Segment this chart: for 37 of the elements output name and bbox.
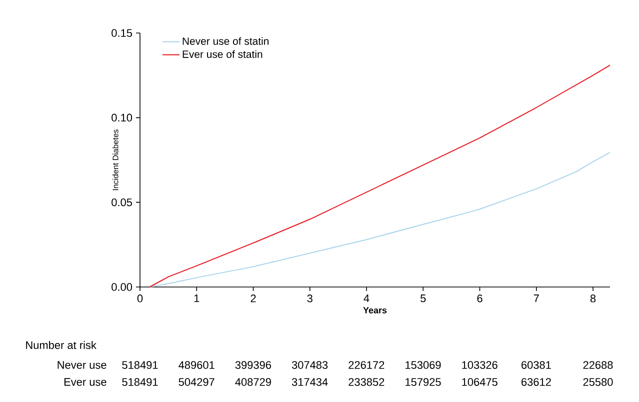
x-axis-title: Years xyxy=(363,307,387,314)
text: 153069 xyxy=(406,361,441,369)
text: 307483 xyxy=(292,361,328,369)
x-tick-label: 0 xyxy=(137,294,143,302)
x-tick-label: 4 xyxy=(364,294,370,302)
x-tick-label: 8 xyxy=(590,294,596,302)
x-tick-label: 5 xyxy=(420,294,426,302)
text: 233852 xyxy=(348,378,384,386)
text: 504297 xyxy=(178,378,214,386)
text: Never use xyxy=(58,361,106,369)
text: 489601 xyxy=(178,361,214,369)
text: 106475 xyxy=(462,378,498,386)
y-tick-label: 0.05 xyxy=(112,198,132,206)
text: Ever use xyxy=(64,378,106,386)
text: 317434 xyxy=(292,378,328,386)
text: 518491 xyxy=(122,378,158,386)
legend-label: Ever use of statin xyxy=(182,50,262,58)
y-tick-label: 0.00 xyxy=(112,283,132,291)
text: 399396 xyxy=(235,361,271,369)
text: 63612 xyxy=(522,378,551,386)
text: 103326 xyxy=(462,361,498,369)
x-tick-label: 3 xyxy=(307,294,312,302)
x-tick-label: 2 xyxy=(250,294,256,302)
text: 60381 xyxy=(522,361,551,369)
text: 25580 xyxy=(583,378,613,386)
text: Number at risk xyxy=(26,340,96,350)
text: 22688 xyxy=(583,361,613,369)
y-tick-label: 0.10 xyxy=(112,114,132,122)
text: 408729 xyxy=(235,378,271,386)
x-tick-label: 7 xyxy=(534,294,539,302)
text: 226172 xyxy=(348,361,384,369)
y-tick-label: 0.15 xyxy=(112,29,132,37)
text: 518491 xyxy=(122,361,158,369)
x-tick-label: 1 xyxy=(194,294,200,302)
text: 157925 xyxy=(406,378,441,386)
legend-label: Never use of statin xyxy=(182,37,269,45)
x-tick-label: 6 xyxy=(477,294,482,302)
